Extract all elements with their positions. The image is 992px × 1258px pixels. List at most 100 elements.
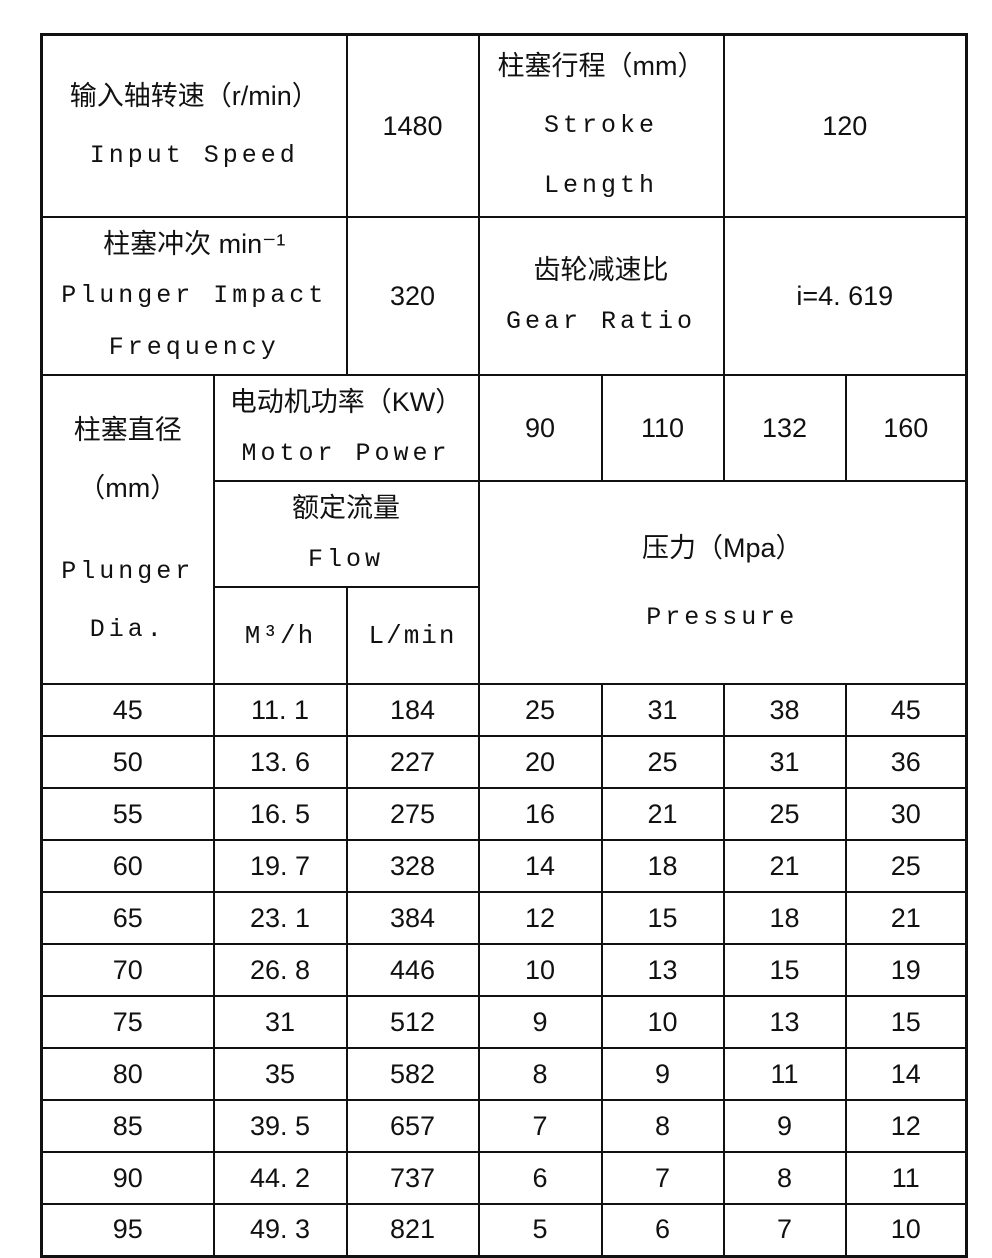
flow-label-en: Flow xyxy=(307,545,384,574)
pressure-110kw-cell: 18 xyxy=(600,839,725,893)
motor-power-value-110: 110 xyxy=(600,374,725,482)
stroke-length-label-en1: Stroke xyxy=(544,111,659,140)
table-row: 60 19. 7 328 14 18 21 25 xyxy=(40,839,968,893)
pressure-110kw-cell: 25 xyxy=(600,735,725,789)
gear-ratio-label-zh: 齿轮减速比 xyxy=(533,255,669,285)
table-row: 90 44. 2 737 6 7 8 11 xyxy=(40,1151,968,1205)
input-speed-label-en: Input Speed xyxy=(89,141,299,170)
plunger-dia-cell: 90 xyxy=(40,1151,215,1205)
plunger-dia-cell: 95 xyxy=(40,1203,215,1257)
input-speed-label-cell: 输入轴转速（r/min） Input Speed xyxy=(40,33,348,218)
flow-unit-m3h: M³/h xyxy=(212,586,348,685)
pressure-110kw-cell: 9 xyxy=(600,1047,725,1101)
flow-m3h-cell: 49. 3 xyxy=(212,1203,348,1257)
flow-m3h-cell: 11. 1 xyxy=(212,683,348,737)
table-row: 85 39. 5 657 7 8 9 12 xyxy=(40,1099,968,1153)
header-row-motor-power: 柱塞直径 （mm） Plunger Dia. 电动机功率（KW） Motor P… xyxy=(40,374,968,685)
pressure-110kw-cell: 31 xyxy=(600,683,725,737)
pressure-110kw-cell: 21 xyxy=(600,787,725,841)
flow-m3h-cell: 39. 5 xyxy=(212,1099,348,1153)
motor-power-value-90: 90 xyxy=(477,374,603,482)
plunger-dia-cell: 50 xyxy=(40,735,215,789)
gear-ratio-label-en: Gear Ratio xyxy=(505,307,697,336)
motor-power-label-en: Motor Power xyxy=(241,439,451,468)
pressure-132kw-cell: 8 xyxy=(722,1151,847,1205)
motor-power-value-160: 160 xyxy=(844,374,968,482)
plunger-impact-label-zh: 柱塞冲次 min⁻¹ xyxy=(103,229,286,259)
plunger-dia-label-en1: Plunger xyxy=(61,556,195,586)
flow-lmin-cell: 737 xyxy=(345,1151,480,1205)
stroke-length-value: 120 xyxy=(722,33,968,218)
pressure-160kw-cell: 45 xyxy=(844,683,968,737)
plunger-dia-cell: 85 xyxy=(40,1099,215,1153)
stroke-length-label-en2: Length xyxy=(544,171,659,200)
table-row: 95 49. 3 821 5 6 7 10 xyxy=(40,1203,968,1257)
pressure-90kw-cell: 9 xyxy=(477,995,603,1049)
pressure-132kw-cell: 38 xyxy=(722,683,847,737)
pressure-90kw-cell: 12 xyxy=(477,891,603,945)
flow-m3h-cell: 13. 6 xyxy=(212,735,348,789)
table-row: 70 26. 8 446 10 13 15 19 xyxy=(40,943,968,997)
stroke-length-label-cell: 柱塞行程（mm） Stroke Length xyxy=(477,33,725,218)
flow-lmin-cell: 227 xyxy=(345,735,480,789)
pressure-132kw-cell: 18 xyxy=(722,891,847,945)
flow-m3h-cell: 35 xyxy=(212,1047,348,1101)
header-row-plunger-impact: 柱塞冲次 min⁻¹ Plunger Impact Frequency 320 … xyxy=(40,216,968,376)
flow-m3h-cell: 26. 8 xyxy=(212,943,348,997)
pressure-160kw-cell: 10 xyxy=(844,1203,968,1257)
motor-power-label-cell: 电动机功率（KW） Motor Power xyxy=(212,374,480,482)
flow-lmin-cell: 657 xyxy=(345,1099,480,1153)
pressure-160kw-cell: 30 xyxy=(844,787,968,841)
plunger-dia-label-zh1: 柱塞直径 xyxy=(73,414,182,445)
flow-lmin-cell: 512 xyxy=(345,995,480,1049)
pressure-160kw-cell: 21 xyxy=(844,891,968,945)
flow-lmin-cell: 328 xyxy=(345,839,480,893)
pressure-160kw-cell: 19 xyxy=(844,943,968,997)
flow-lmin-cell: 384 xyxy=(345,891,480,945)
pressure-90kw-cell: 6 xyxy=(477,1151,603,1205)
pressure-110kw-cell: 13 xyxy=(600,943,725,997)
flow-m3h-cell: 31 xyxy=(212,995,348,1049)
pressure-label-zh: 压力（Mpa） xyxy=(641,532,803,563)
table-row: 80 35 582 8 9 11 14 xyxy=(40,1047,968,1101)
pressure-90kw-cell: 14 xyxy=(477,839,603,893)
flow-m3h-cell: 44. 2 xyxy=(212,1151,348,1205)
pressure-132kw-cell: 15 xyxy=(722,943,847,997)
flow-m3h-cell: 16. 5 xyxy=(212,787,348,841)
flow-lmin-cell: 184 xyxy=(345,683,480,737)
flow-m3h-cell: 23. 1 xyxy=(212,891,348,945)
stroke-length-label-zh: 柱塞行程（mm） xyxy=(497,51,705,81)
pressure-90kw-cell: 10 xyxy=(477,943,603,997)
motor-power-value-132: 132 xyxy=(722,374,847,482)
flow-lmin-cell: 446 xyxy=(345,943,480,997)
pressure-label-cell: 压力（Mpa） Pressure xyxy=(477,480,968,685)
pressure-110kw-cell: 10 xyxy=(600,995,725,1049)
pressure-132kw-cell: 13 xyxy=(722,995,847,1049)
table-row: 45 11. 1 184 25 31 38 45 xyxy=(40,683,968,737)
table-row: 50 13. 6 227 20 25 31 36 xyxy=(40,735,968,789)
plunger-impact-label-en1: Plunger Impact xyxy=(61,281,328,310)
plunger-dia-label-zh2: （mm） xyxy=(78,472,178,503)
pump-spec-table: 输入轴转速（r/min） Input Speed 1480 柱塞行程（mm） S… xyxy=(40,33,969,1258)
flow-lmin-cell: 275 xyxy=(345,787,480,841)
plunger-impact-value: 320 xyxy=(345,216,480,376)
plunger-dia-label-en2: Dia. xyxy=(89,614,166,644)
motor-power-label-zh: 电动机功率（KW） xyxy=(229,387,463,417)
pressure-110kw-cell: 15 xyxy=(600,891,725,945)
plunger-dia-cell: 55 xyxy=(40,787,215,841)
plunger-dia-cell: 80 xyxy=(40,1047,215,1101)
pressure-90kw-cell: 8 xyxy=(477,1047,603,1101)
input-speed-label-zh: 输入轴转速（r/min） xyxy=(69,81,319,111)
flow-unit-lmin: L/min xyxy=(345,586,480,685)
pressure-90kw-cell: 20 xyxy=(477,735,603,789)
pressure-label-en: Pressure xyxy=(646,602,799,632)
pressure-160kw-cell: 12 xyxy=(844,1099,968,1153)
pressure-110kw-cell: 8 xyxy=(600,1099,725,1153)
flow-lmin-cell: 582 xyxy=(345,1047,480,1101)
plunger-dia-cell: 45 xyxy=(40,683,215,737)
table-row: 65 23. 1 384 12 15 18 21 xyxy=(40,891,968,945)
plunger-dia-label-cell: 柱塞直径 （mm） Plunger Dia. xyxy=(40,374,215,685)
pressure-132kw-cell: 31 xyxy=(722,735,847,789)
input-speed-value: 1480 xyxy=(345,33,480,218)
